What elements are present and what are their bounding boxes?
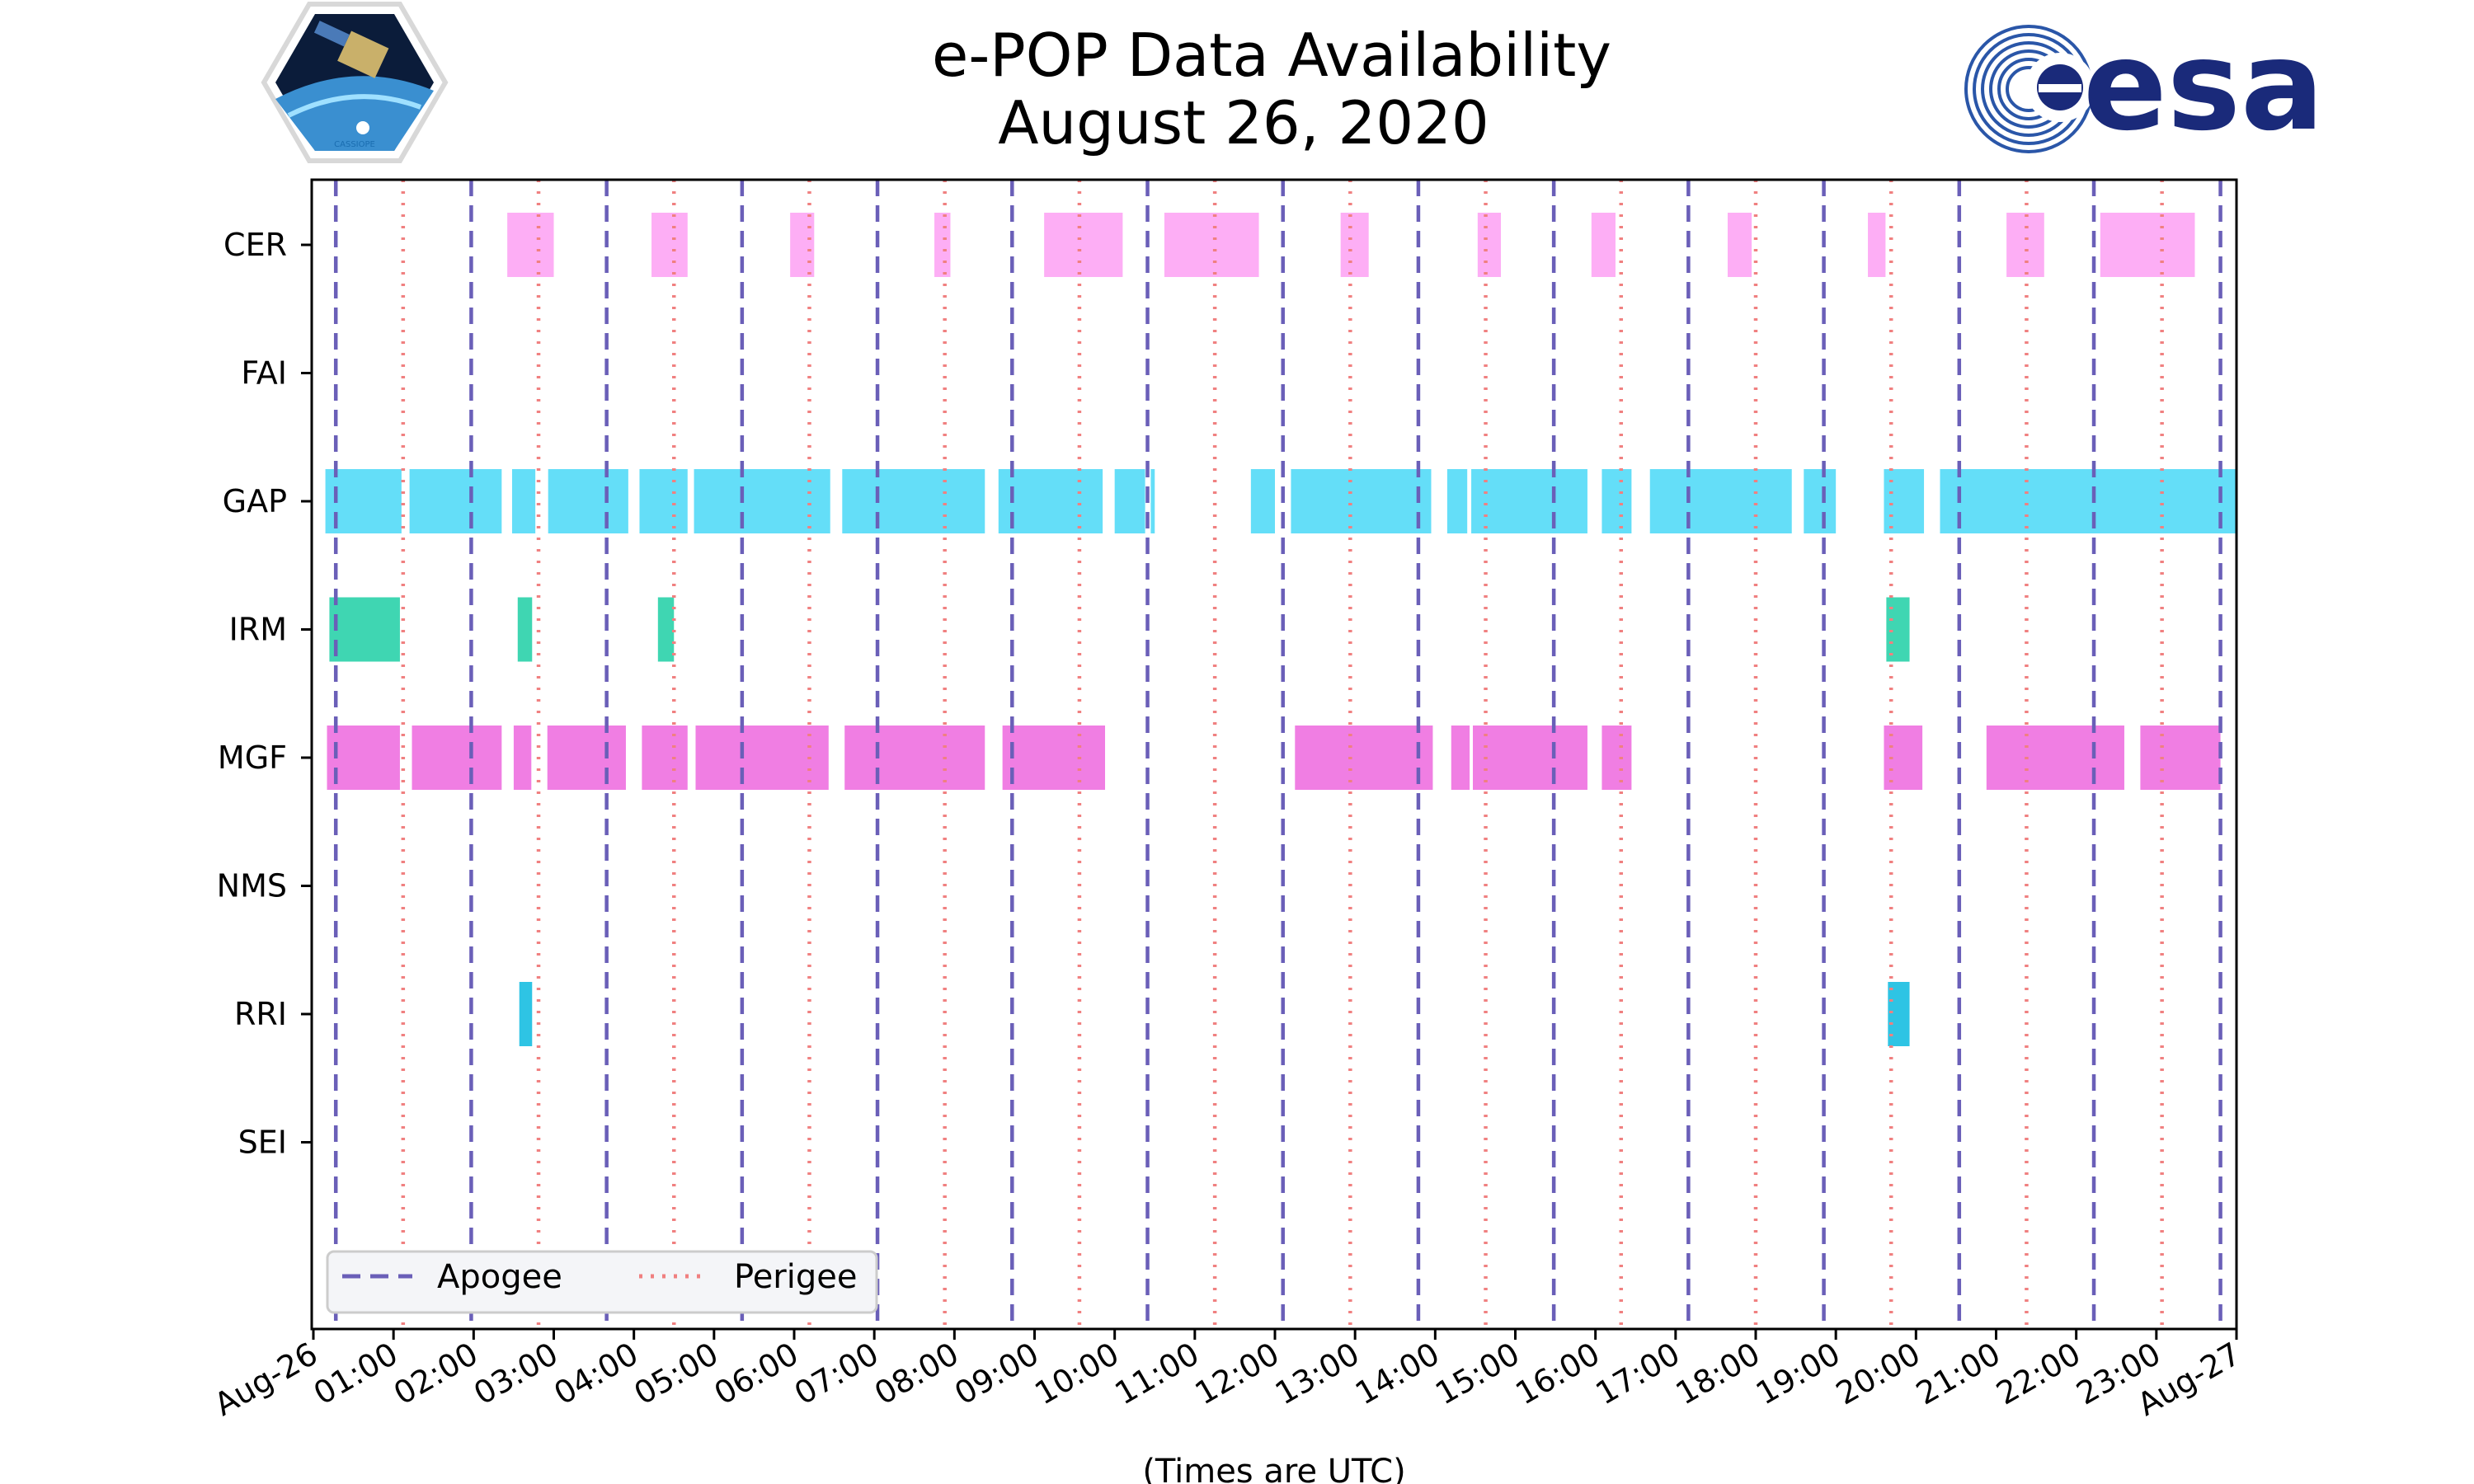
- legend-box: [326, 1250, 878, 1314]
- x-tick-label-19: 19:00: [1750, 1336, 1846, 1412]
- bar-gap-7: [998, 469, 1103, 533]
- bar-cer-1: [651, 213, 688, 277]
- bar-gap-9: [1150, 469, 1155, 533]
- bar-mgf-1: [412, 726, 502, 790]
- bar-gap-1: [409, 469, 502, 533]
- legend-perigee-label: Perigee: [734, 1258, 857, 1296]
- y-axis: CER FAI GAP IRM MGF NMS RRI SEI: [217, 227, 312, 1161]
- x-tick-label-21: 21:00: [1910, 1336, 2006, 1412]
- cassiope-logo: CASSIOPE: [261, 2, 449, 163]
- x-tick-label-5: 05:00: [628, 1336, 724, 1412]
- bar-gap-2: [511, 469, 536, 533]
- bar-mgf-8: [1295, 726, 1433, 790]
- bar-rri-0: [519, 982, 533, 1046]
- esa-logo-mark: [1964, 25, 2095, 153]
- bar-mgf-6: [844, 726, 985, 790]
- x-tick-label-4: 04:00: [548, 1336, 644, 1412]
- x-tick-label-18: 18:00: [1670, 1336, 1766, 1412]
- bar-gap-16: [1804, 469, 1837, 533]
- bar-cer-0: [507, 213, 554, 277]
- x-tick-label-22: 22:00: [1990, 1336, 2086, 1412]
- esa-logo: esa: [1964, 15, 2324, 158]
- bar-cer-6: [1340, 213, 1369, 277]
- x-tick-label-3: 03:00: [468, 1336, 564, 1412]
- bar-gap-14: [1602, 469, 1632, 533]
- bar-mgf-9: [1451, 726, 1470, 790]
- y-tick-label-rri: RRI: [234, 996, 287, 1032]
- x-tick-label-0: Aug-26: [208, 1336, 323, 1423]
- bar-mgf-10: [1473, 726, 1587, 790]
- chart-title-line-2: August 26, 2020: [998, 88, 1489, 157]
- bar-gap-0: [325, 469, 402, 533]
- bar-mgf-3: [547, 726, 626, 790]
- legend-apogee-label: Apogee: [437, 1258, 562, 1296]
- bar-gap-12: [1446, 469, 1468, 533]
- bar-irm-1: [517, 597, 533, 662]
- x-axis: Aug-2601:0002:0003:0004:0005:0006:0007:0…: [208, 1329, 2247, 1423]
- data-bars: [325, 213, 2236, 1046]
- x-tick-label-6: 06:00: [708, 1336, 805, 1412]
- bar-gap-3: [548, 469, 628, 533]
- y-tick-label-mgf: MGF: [218, 740, 287, 776]
- bar-mgf-5: [695, 726, 829, 790]
- y-tick-label-nms: NMS: [217, 868, 287, 904]
- bar-cer-2: [790, 213, 815, 277]
- orbit-event-lines: [333, 180, 2222, 1329]
- bar-cer-8: [1591, 213, 1616, 277]
- y-tick-label-irm: IRM: [229, 612, 287, 648]
- x-tick-label-8: 08:00: [868, 1336, 965, 1412]
- bar-gap-18: [1940, 469, 2236, 533]
- bar-mgf-13: [1986, 726, 2124, 790]
- x-tick-label-2: 02:00: [388, 1336, 484, 1412]
- y-tick-label-cer: CER: [223, 227, 287, 263]
- bar-gap-5: [694, 469, 830, 533]
- y-tick-label-fai: FAI: [241, 355, 287, 392]
- cassiope-logo-text: CASSIOPE: [334, 140, 375, 149]
- x-tick-label-14: 14:00: [1349, 1336, 1446, 1412]
- x-tick-label-15: 15:00: [1429, 1336, 1526, 1412]
- x-tick-label-9: 09:00: [948, 1336, 1045, 1412]
- legend: Apogee Perigee: [326, 1250, 878, 1314]
- bar-mgf-2: [513, 726, 532, 790]
- bar-rri-1: [1888, 982, 1910, 1046]
- bar-mgf-4: [642, 726, 688, 790]
- bar-gap-10: [1250, 469, 1275, 533]
- y-tick-label-gap: GAP: [223, 483, 287, 519]
- x-tick-label-1: 01:00: [308, 1336, 404, 1412]
- x-tick-label-7: 07:00: [788, 1336, 885, 1412]
- x-axis-label: (Times are UTC): [1142, 1453, 1405, 1484]
- bar-mgf-11: [1602, 726, 1632, 790]
- x-tick-label-20: 20:00: [1830, 1336, 1926, 1412]
- y-tick-label-sei: SEI: [238, 1125, 287, 1161]
- x-tick-label-13: 13:00: [1269, 1336, 1366, 1412]
- bar-cer-9: [1727, 213, 1752, 277]
- bar-mgf-7: [1002, 726, 1106, 790]
- bar-gap-17: [1884, 469, 1925, 533]
- bar-cer-4: [1044, 213, 1123, 277]
- bar-mgf-14: [2140, 726, 2221, 790]
- bar-gap-4: [639, 469, 688, 533]
- bar-mgf-0: [327, 726, 400, 790]
- bar-cer-5: [1164, 213, 1259, 277]
- bar-cer-10: [1868, 213, 1886, 277]
- bar-cer-7: [1477, 213, 1502, 277]
- chart-title-line-1: e-POP Data Availability: [932, 21, 1611, 90]
- x-tick-label-10: 10:00: [1028, 1336, 1125, 1412]
- bar-cer-3: [934, 213, 951, 277]
- x-tick-label-17: 17:00: [1589, 1336, 1686, 1412]
- x-tick-label-12: 12:00: [1189, 1336, 1286, 1412]
- bar-irm-0: [329, 597, 400, 662]
- bar-cer-11: [2006, 213, 2044, 277]
- bar-gap-6: [842, 469, 985, 533]
- bar-gap-8: [1114, 469, 1145, 533]
- x-tick-label-11: 11:00: [1108, 1336, 1205, 1412]
- bar-gap-13: [1471, 469, 1587, 533]
- bar-irm-2: [657, 597, 675, 662]
- esa-logo-text: esa: [2083, 15, 2324, 158]
- bar-gap-11: [1291, 469, 1432, 533]
- x-tick-label-16: 16:00: [1509, 1336, 1606, 1412]
- bar-gap-15: [1649, 469, 1792, 533]
- bar-cer-12: [2100, 213, 2195, 277]
